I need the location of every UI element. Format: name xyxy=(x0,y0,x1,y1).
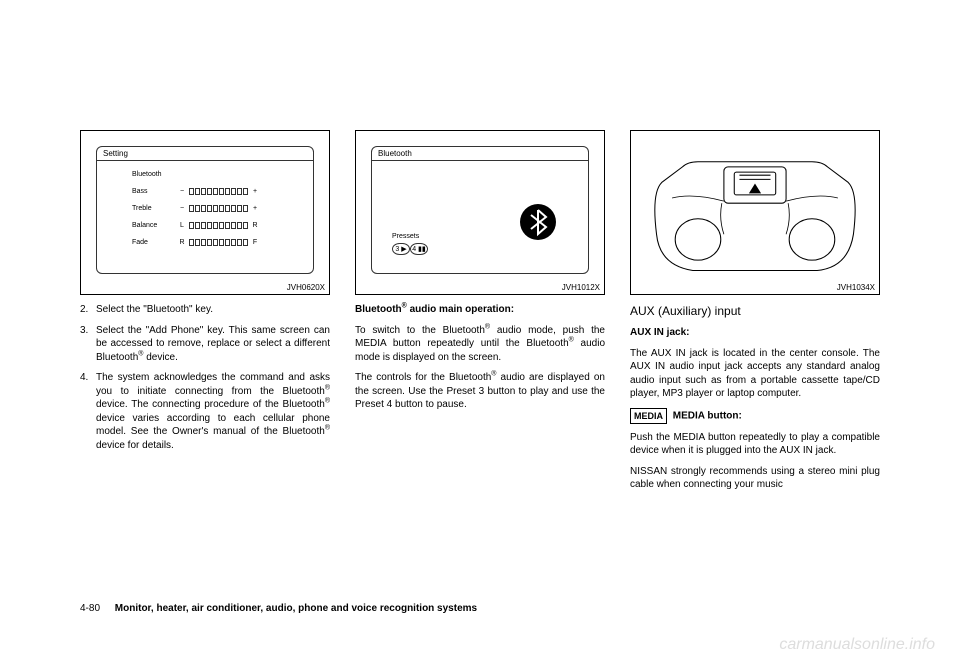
settings-header: Setting xyxy=(97,147,313,161)
preset-3-button: 3 ▶ xyxy=(392,243,410,255)
col3-p2: Push the MEDIA button repeatedly to play… xyxy=(630,431,880,458)
row-treble: Treble − + xyxy=(132,203,298,214)
bluetooth-frame: Bluetooth Pressets 3 ▶ 4 ▮▮ xyxy=(371,146,589,274)
page-footer: 4-80 Monitor, heater, air conditioner, a… xyxy=(80,603,477,614)
settings-frame: Setting Bluetooth Bass − + Treble − xyxy=(96,146,314,274)
section-title: Monitor, heater, air conditioner, audio,… xyxy=(115,603,477,614)
balance-bar xyxy=(189,222,248,229)
bluetooth-icon xyxy=(518,202,558,242)
settings-rows: Bluetooth Bass − + Treble − + xyxy=(132,169,298,254)
column-1: Setting Bluetooth Bass − + Treble − xyxy=(80,130,330,560)
page-columns: Setting Bluetooth Bass − + Treble − xyxy=(80,130,880,560)
col2-p1: To switch to the Bluetooth® audio mode, … xyxy=(355,324,605,365)
bluetooth-header: Bluetooth xyxy=(372,147,588,161)
column-3: JVH1034X AUX (Auxiliary) input AUX IN ja… xyxy=(630,130,880,560)
figure-1: Setting Bluetooth Bass − + Treble − xyxy=(80,130,330,295)
col2-p2: The controls for the Bluetooth® audio ar… xyxy=(355,371,605,412)
treble-bar xyxy=(189,205,248,212)
console-illustration xyxy=(641,141,869,286)
media-button-heading: MEDIA MEDIA button: xyxy=(630,408,880,424)
preset-4-button: 4 ▮▮ xyxy=(410,243,428,255)
col3-text: AUX (Auxiliary) input AUX IN jack: The A… xyxy=(630,303,880,499)
fig3-label: JVH1034X xyxy=(837,283,875,292)
bass-bar xyxy=(189,188,248,195)
row-bluetooth: Bluetooth xyxy=(132,169,298,180)
row-bass: Bass − + xyxy=(132,186,298,197)
row-fade: Fade R F xyxy=(132,237,298,248)
figure-2: Bluetooth Pressets 3 ▶ 4 ▮▮ JVH1012X xyxy=(355,130,605,295)
page-number: 4-80 xyxy=(80,603,100,614)
watermark: carmanualsonline.info xyxy=(779,636,935,654)
fig2-label: JVH1012X xyxy=(562,283,600,292)
media-icon: MEDIA xyxy=(630,408,667,424)
column-2: Bluetooth Pressets 3 ▶ 4 ▮▮ JVH1012X Blu… xyxy=(355,130,605,560)
aux-jack-heading: AUX IN jack: xyxy=(630,326,880,340)
figure-3: JVH1034X xyxy=(630,130,880,295)
col3-p3: NISSAN strongly recommends using a stere… xyxy=(630,465,880,492)
col2-text: Bluetooth® audio main operation: To swit… xyxy=(355,303,605,419)
list-item-3: 3. Select the "Add Phone" key. This same… xyxy=(80,324,330,365)
fade-bar xyxy=(189,239,248,246)
col2-heading: Bluetooth® audio main operation: xyxy=(355,303,605,317)
col1-text: 2. Select the "Bluetooth" key. 3. Select… xyxy=(80,303,330,459)
col3-heading: AUX (Auxiliary) input xyxy=(630,303,880,319)
row-balance: Balance L R xyxy=(132,220,298,231)
list-item-2: 2. Select the "Bluetooth" key. xyxy=(80,303,330,317)
presets: Pressets 3 ▶ 4 ▮▮ xyxy=(392,233,428,255)
list-item-4: 4. The system acknowledges the command a… xyxy=(80,371,330,452)
col3-p1: The AUX IN jack is located in the center… xyxy=(630,347,880,401)
fig1-label: JVH0620X xyxy=(287,283,325,292)
